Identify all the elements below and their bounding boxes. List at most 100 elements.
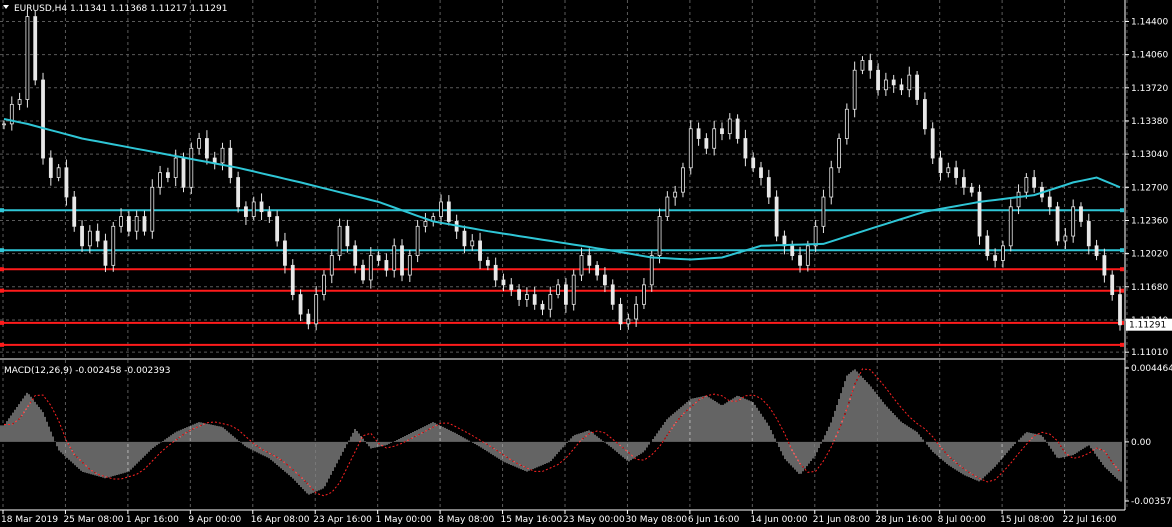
time-tick-label: 21 Jun 08:00 [813,515,870,525]
macd-grid [2,360,1128,509]
candle-body [126,216,131,232]
candle-body [111,225,116,266]
price-tick-label: 1.11010 [1131,348,1168,358]
candle-body [384,260,389,271]
candle-body [64,167,69,198]
candle-body [103,240,108,266]
candle-body [244,206,248,217]
candle-body [798,255,802,266]
candle-body [1102,255,1107,276]
time-tick-label: 15 Jul 08:00 [1000,515,1054,525]
time-tick-label: 14 Jun 00:00 [750,515,807,525]
candle-body [485,260,490,266]
candle-body [228,147,233,178]
candle-body [876,69,880,91]
candle-body [439,201,443,217]
candle-body [642,284,646,305]
time-tick-label: 25 Mar 08:00 [63,515,123,525]
candle-body [587,255,592,266]
candle-body [720,128,724,135]
time-axis: 18 Mar 2019 25 Mar 08:00 1 Apr 16:00 9 Apr … [1,510,1117,525]
candle-body [415,225,420,256]
candle-body [1008,206,1013,247]
candle-body [751,157,756,169]
candle-body [1094,245,1099,256]
price-tick-label: 1.13720 [1131,84,1168,94]
candle-body [298,294,303,315]
candle-body [696,128,701,139]
candle-body [322,274,326,295]
candle-body [353,245,358,266]
candle-body [759,167,763,178]
candle-body [938,157,943,174]
price-tick-label: 1.13040 [1131,150,1168,160]
candle-body [564,284,568,305]
time-tick-label: 18 Mar 2019 [1,515,58,525]
candle-body [915,74,919,100]
level-anchor-right [1120,342,1124,347]
price-grid [0,0,1128,358]
candle-body [532,294,537,305]
time-tick-label: 9 Apr 00:00 [188,515,241,525]
time-tick-label: 1 May 00:00 [376,515,432,525]
level-anchor-left [0,288,4,293]
candle-body [212,157,217,164]
candle-body [946,167,951,174]
candle-body [618,303,623,325]
candle-body [329,255,334,276]
candle-body [571,274,576,305]
symbol-dropdown[interactable]: EURUSD,H4 1.11341 1.11368 1.11217 1.1129… [3,4,227,14]
candle-body [470,240,475,247]
candle-body [868,60,873,71]
time-tick-label: 15 May 16:00 [501,515,563,525]
svg-text:1.11291: 1.11291 [1129,321,1166,331]
level-anchor-right [1120,248,1124,253]
level-anchor-right [1120,208,1124,213]
candle-body [899,84,904,91]
candle-body [556,284,560,295]
horizontal-levels [0,208,1124,347]
candle-body [2,123,6,126]
candle-body [993,255,998,261]
candle-body [766,177,771,198]
candle-body [25,16,30,100]
price-tick-label: 1.13380 [1131,117,1168,127]
candle-body [930,128,935,159]
candle-body [259,201,264,213]
candle-body [41,79,45,159]
candle-body [1001,245,1005,261]
candle-body [345,225,350,247]
candle-body [657,216,662,256]
main-header-text: EURUSD,H4 1.11341 1.11368 1.11217 1.1129… [14,4,227,14]
candle-body [1055,206,1060,242]
candle-body [33,16,38,81]
candle-body [727,118,732,135]
level-anchor-left [0,342,4,347]
candle-body [1118,294,1122,326]
candle-body [712,128,717,149]
candle-body [735,118,740,139]
candle-body [361,264,365,281]
candle-body [1032,177,1037,188]
candle-body [837,138,841,169]
moving-average-line [3,118,1121,261]
candle-body [610,284,615,305]
candle-body [665,196,670,217]
candle-body [603,274,607,286]
candle-body [267,211,272,217]
time-tick-label: 8 Jul 00:00 [938,515,987,525]
candle-body [17,99,22,105]
candle-body [48,157,53,178]
candle-body [743,138,748,159]
candle-body [173,157,178,178]
candle-body [649,255,654,286]
candle-body [197,138,202,149]
candle-body [844,108,849,139]
candle-body [251,201,256,217]
candle-body [962,177,966,188]
candle-body [517,289,521,300]
candle-body [283,240,287,266]
price-tick-label: 1.14400 [1131,17,1168,27]
candle-body [1086,221,1091,247]
